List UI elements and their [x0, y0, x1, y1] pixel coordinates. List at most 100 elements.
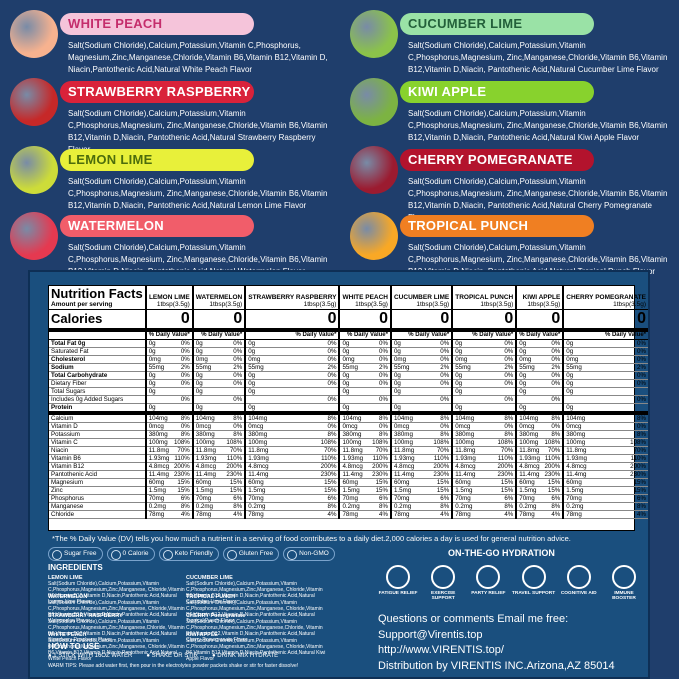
nutrient-value: 0mg 0% — [338, 355, 391, 364]
nutrient-value: 100mg 108% — [562, 438, 648, 447]
nutrient-value: 0% — [451, 395, 517, 404]
nutrient-value: 1.5mg 15% — [191, 486, 246, 495]
ingredient-flavor: WHITE PEACH — [48, 632, 87, 638]
benefit-label: PARTY RELIEF — [471, 591, 506, 596]
fruit-icon — [10, 78, 58, 126]
benefit-item: PARTY RELIEF — [466, 565, 510, 605]
how-to-steps: ● 1 STICK WITH 16OZ WATER ● SHAKE OR STI… — [48, 653, 278, 659]
nutrient-value: 104mg 8% — [515, 413, 564, 423]
nutrient-value: 0mg 0% — [451, 355, 517, 364]
hydration-title: ON-THE-GO HYDRATION — [448, 548, 555, 558]
nutrient-value: 0g — [244, 387, 340, 396]
daily-value-header: % Daily Value* — [562, 329, 648, 340]
nutrient-label: Protein — [49, 403, 146, 415]
nutrient-value: 100mg 108% — [144, 438, 193, 447]
ingredient-block: CUCUMBER LIME Salt(Sodium Chloride),Calci… — [186, 575, 326, 605]
nutrient-value: 1.93mg 110% — [389, 454, 453, 463]
daily-value-header: % Daily Value* — [515, 329, 564, 340]
column-flavor: CHERRY POMEGRANATE — [562, 286, 648, 301]
nutrient-value: 0g 0% — [389, 379, 453, 388]
nutrient-label: Phosphorus — [49, 494, 146, 503]
nutrient-value: 0% — [144, 395, 193, 404]
benefit-item: IMMUNE BOOSTER — [602, 565, 646, 605]
column-flavor: WATERMELON — [191, 286, 246, 301]
nutrient-label: Cholesterol — [49, 355, 146, 364]
nutrient-value: 0.2mg 8% — [338, 502, 391, 511]
nutrient-value: 78mg 4% — [515, 510, 564, 519]
flavor-name: CUCUMBER LIME — [400, 13, 594, 35]
column-flavor: LEMON LIME — [144, 286, 193, 301]
nutrient-value: 55mg 2% — [389, 363, 453, 372]
nutrient-value: 1.93mg 110% — [515, 454, 564, 463]
nutrient-label: Total Carbohydrate — [49, 371, 146, 380]
nutrient-label: Vitamin B6 — [49, 454, 146, 463]
nutrient-label: Includes 0g Added Sugars — [49, 395, 146, 404]
nutrient-value: 104mg 8% — [562, 413, 648, 423]
nutrient-value: 380mg 8% — [562, 430, 648, 439]
nutrient-value: 1.93mg 110% — [244, 454, 340, 463]
nutrient-value: 0g 0% — [244, 379, 340, 388]
nutrient-label: Vitamin C — [49, 438, 146, 447]
nutrient-value: 78mg 4% — [144, 510, 193, 519]
ingredient-text: Salt(Sodium Chloride),Calcium,Potassium,… — [48, 581, 185, 605]
nutrient-value: 78mg 4% — [451, 510, 517, 519]
benefit-label: COGNITIVE AID — [560, 591, 597, 596]
nutrient-value: 0g 0% — [244, 371, 340, 380]
flavor-card: TROPICAL PUNCH Salt(Sodium Chloride),Cal… — [340, 208, 679, 276]
nutrient-value: 11.4mg 230% — [191, 470, 246, 479]
feature-badge: 0 Calorie — [106, 547, 155, 561]
nutrient-value: 0g 0% — [562, 371, 648, 380]
benefit-item: EXERCISE SUPPORT — [421, 565, 465, 605]
nutrient-value: 0g 0% — [338, 347, 391, 356]
nutrient-value: 0g 0% — [191, 379, 246, 388]
serving-size: 1tbsp(3.5g) — [191, 301, 246, 310]
daily-value-header: % Daily Value* — [144, 329, 193, 340]
nutrient-value: 55mg 2% — [191, 363, 246, 372]
nutrient-value: 55mg 2% — [562, 363, 648, 372]
contact-email: Support@Virentis.top — [378, 628, 483, 641]
contact-info: Questions or comments Email me free: Sup… — [378, 612, 615, 674]
nutrient-value: 55mg 2% — [244, 363, 340, 372]
nutrient-value: 0mcg 0% — [338, 422, 391, 431]
calories-value: 0 — [338, 309, 391, 332]
step-2: ● SHAKE OR STIR — [146, 653, 198, 659]
benefit-label: EXERCISE SUPPORT — [431, 591, 456, 601]
nutrient-value: 100mg 108% — [389, 438, 453, 447]
nutrient-value: 0mcg 0% — [244, 422, 340, 431]
flavor-card: CHERRY POMEGRANATE Salt(Sodium Chloride)… — [340, 142, 679, 222]
nutrient-value: 380mg 8% — [515, 430, 564, 439]
nutrient-value: 78mg 4% — [562, 510, 648, 519]
nutrient-value: 0% — [562, 395, 648, 404]
nutrient-value: 70mg 6% — [389, 494, 453, 503]
nutrient-label: Niacin — [49, 446, 146, 455]
nutrient-value: 104mg 8% — [451, 413, 517, 423]
nutrient-label: Sodium — [49, 363, 146, 372]
nutrient-value: 55mg 2% — [338, 363, 391, 372]
nutrient-value: 60mg 15% — [562, 478, 648, 487]
nutrient-value: 0% — [244, 395, 340, 404]
column-flavor: WHITE PEACH — [338, 286, 391, 301]
ingredient-block: KIWI APPLE Salt(Sodium Chloride),Calcium,… — [186, 632, 326, 662]
nutrient-value: 60mg 15% — [338, 478, 391, 487]
ingredient-text: Salt(Sodium Chloride),Calcium,Potassium,… — [186, 638, 326, 662]
nutrient-value: 380mg 8% — [389, 430, 453, 439]
nutrient-value: 0g — [515, 387, 564, 396]
ingredient-flavor: TROPICAL PUNCH — [186, 594, 236, 600]
calories-value: 0 — [451, 309, 517, 332]
benefit-item: TRAVEL SUPPORT — [512, 565, 556, 605]
daily-value-footnote: *The % Daily Value (DV) tells you how mu… — [52, 534, 571, 543]
serving-size: 1tbsp(3.5g) — [389, 301, 453, 310]
ingredient-flavor: WATERMELON — [48, 594, 88, 600]
serving-size: 1tbsp(3.5g) — [451, 301, 517, 310]
nutrient-label: Dietary Fiber — [49, 379, 146, 388]
nutrient-value: 100mg 108% — [244, 438, 340, 447]
fruit-icon — [10, 10, 58, 58]
nutrient-value: 0g 0% — [144, 371, 193, 380]
daily-value-header: % Daily Value* — [191, 329, 246, 340]
calories-value: 0 — [191, 309, 246, 332]
nutrient-value: 0g — [451, 387, 517, 396]
flavor-card: WHITE PEACH Salt(Sodium Chloride),Calciu… — [0, 6, 340, 74]
nutrient-value: 0.2mg 8% — [191, 502, 246, 511]
nutrient-value: 0.2mg 8% — [451, 502, 517, 511]
nutrient-value: 70mg 6% — [451, 494, 517, 503]
